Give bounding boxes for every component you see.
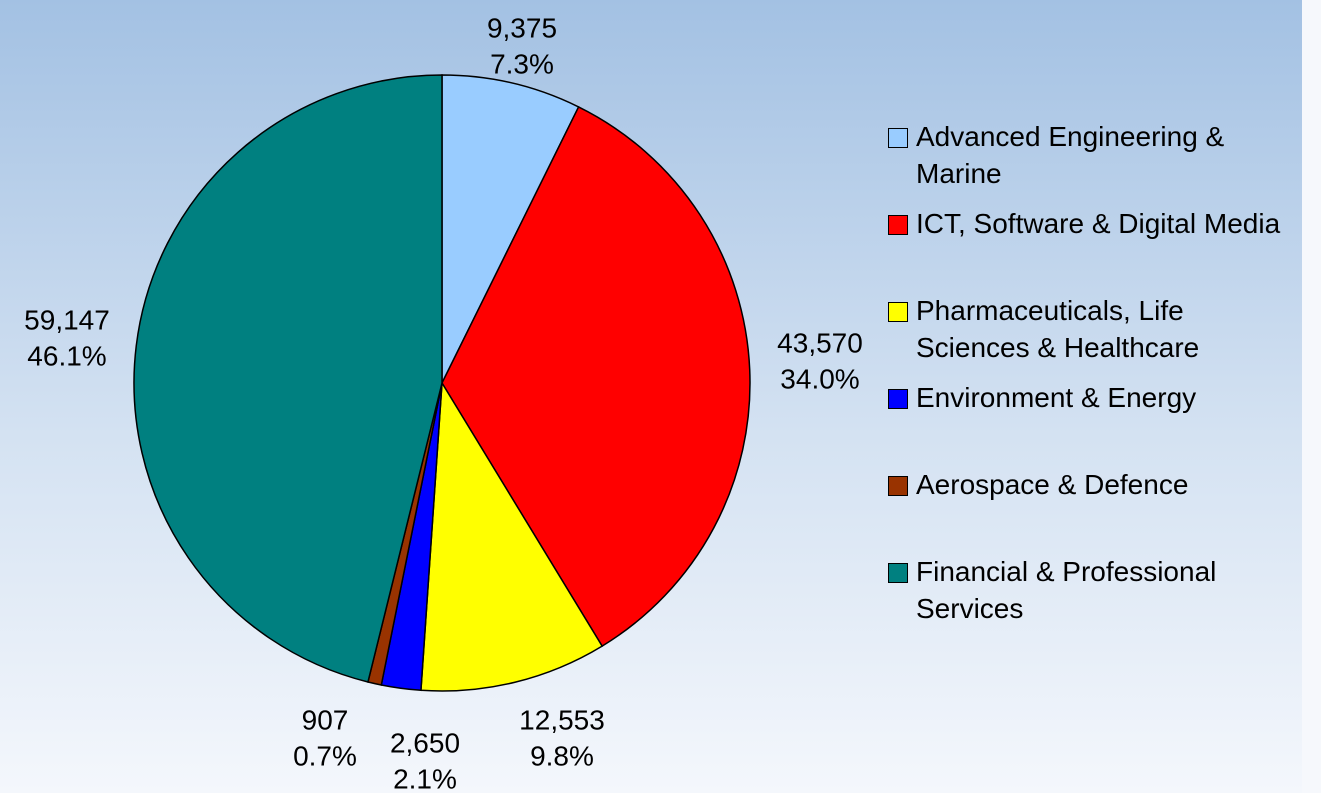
legend-label: Pharmaceuticals, Life Sciences & Healthc…: [916, 295, 1200, 363]
percent-label: 2.1%: [393, 763, 457, 793]
legend-item: Advanced Engineering & Marine: [888, 118, 1308, 205]
value-label: 9,375: [487, 12, 557, 43]
percent-label: 46.1%: [27, 340, 106, 371]
legend-item: Aerospace & Defence: [888, 466, 1308, 553]
legend-item: ICT, Software & Digital Media: [888, 205, 1308, 292]
percent-label: 34.0%: [780, 363, 859, 394]
pie-slice: [441, 74, 580, 384]
value-label: 59,147: [24, 304, 110, 335]
legend-label: Advanced Engineering & Marine: [916, 121, 1225, 189]
value-label: 907: [302, 704, 349, 735]
pie-slice: [441, 105, 751, 648]
legend-swatch: [888, 302, 908, 322]
legend-item: Pharmaceuticals, Life Sciences & Healthc…: [888, 292, 1308, 379]
legend-swatch: [888, 563, 908, 583]
legend-label: Environment & Energy: [916, 382, 1197, 413]
legend-swatch: [888, 389, 908, 409]
legend-swatch: [888, 215, 908, 235]
legend-item: Financial & Professional Services: [888, 553, 1308, 640]
legend-label: Aerospace & Defence: [916, 469, 1189, 500]
legend-item: Environment & Energy: [888, 379, 1308, 466]
percent-label: 9.8%: [530, 740, 594, 771]
edge-strip: [1302, 0, 1321, 793]
legend-swatch: [888, 128, 908, 148]
value-label: 12,553: [519, 704, 605, 735]
value-label: 2,650: [390, 727, 460, 758]
legend-label: Financial & Professional Services: [916, 556, 1217, 624]
pie-slice: [420, 380, 604, 692]
percent-label: 7.3%: [490, 48, 554, 79]
pie-slice: [133, 74, 443, 683]
percent-label: 0.7%: [293, 740, 357, 771]
legend: Advanced Engineering & Marine ICT, Softwa…: [888, 118, 1308, 640]
legend-label: ICT, Software & Digital Media: [916, 208, 1281, 239]
legend-swatch: [888, 476, 908, 496]
value-label: 43,570: [777, 327, 863, 358]
